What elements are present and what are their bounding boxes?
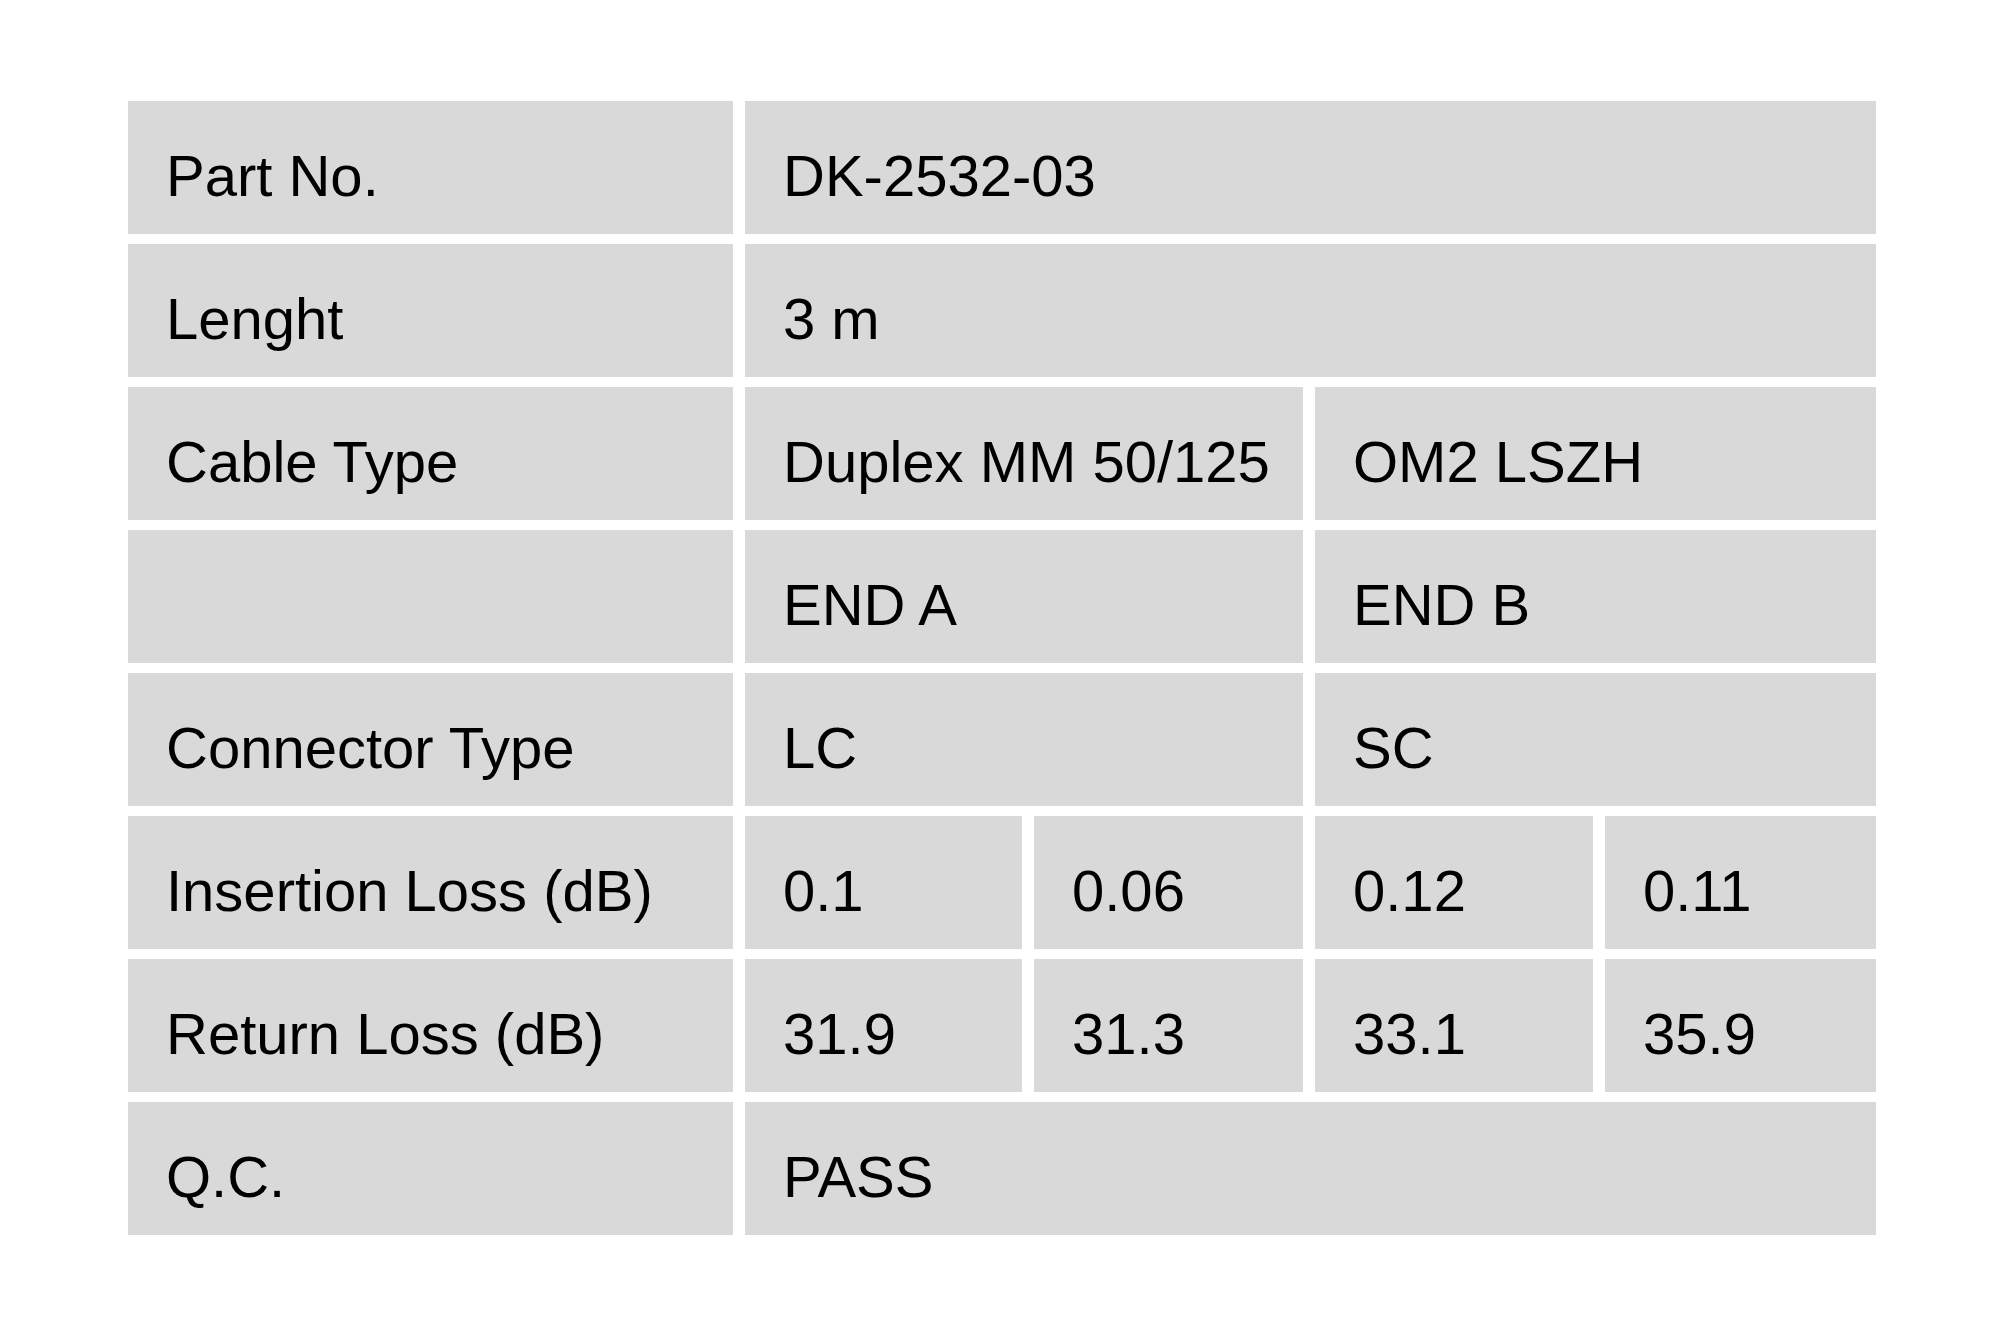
qc-label: Q.C. xyxy=(128,1102,733,1235)
insertion-loss-end-a-2: 0.06 xyxy=(1034,816,1303,949)
end-b-header: END B xyxy=(1315,530,1876,663)
insertion-loss-end-b-1: 0.12 xyxy=(1315,816,1593,949)
end-a-header: END A xyxy=(745,530,1303,663)
part-no-label: Part No. xyxy=(128,101,733,234)
return-loss-end-a-1: 31.9 xyxy=(745,959,1022,1092)
return-loss-end-b-2: 35.9 xyxy=(1605,959,1876,1092)
insertion-loss-end-a-1: 0.1 xyxy=(745,816,1022,949)
return-loss-end-b-1: 33.1 xyxy=(1315,959,1593,1092)
part-no-value: DK-2532-03 xyxy=(745,101,1876,234)
connector-type-end-a: LC xyxy=(745,673,1303,806)
cable-type-label: Cable Type xyxy=(128,387,733,520)
connector-type-label: Connector Type xyxy=(128,673,733,806)
end-header-empty-label xyxy=(128,530,733,663)
connector-type-end-b: SC xyxy=(1315,673,1876,806)
insertion-loss-end-b-2: 0.11 xyxy=(1605,816,1876,949)
length-label: Lenght xyxy=(128,244,733,377)
length-value: 3 m xyxy=(745,244,1876,377)
cable-type-value-primary: Duplex MM 50/125 xyxy=(745,387,1303,520)
spec-sheet-page: Part No. DK-2532-03 Lenght 3 m Cable Typ… xyxy=(0,0,2000,1333)
spec-table: Part No. DK-2532-03 Lenght 3 m Cable Typ… xyxy=(128,101,1876,1235)
qc-value: PASS xyxy=(745,1102,1876,1235)
cable-type-value-secondary: OM2 LSZH xyxy=(1315,387,1876,520)
insertion-loss-label: Insertion Loss (dB) xyxy=(128,816,733,949)
return-loss-label: Return Loss (dB) xyxy=(128,959,733,1092)
return-loss-end-a-2: 31.3 xyxy=(1034,959,1303,1092)
